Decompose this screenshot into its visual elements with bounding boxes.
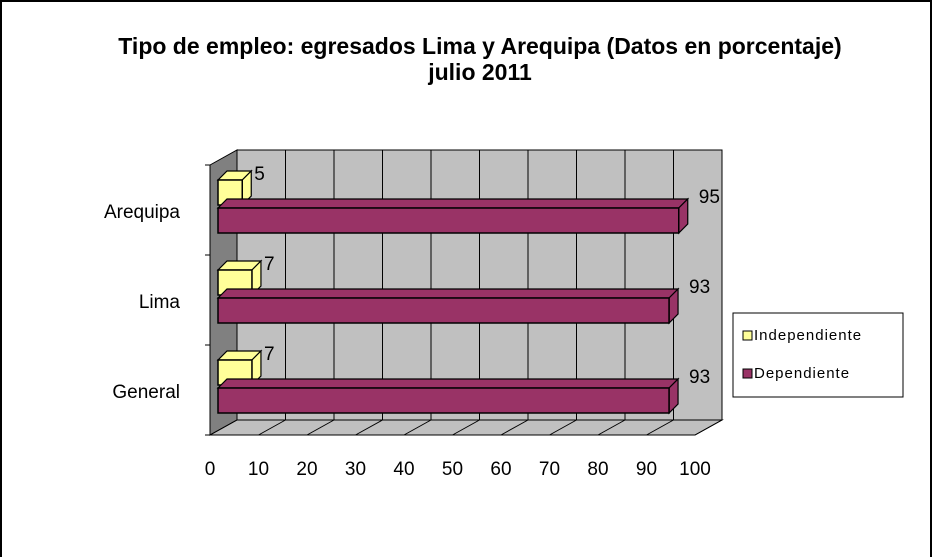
value-label: 95 xyxy=(699,187,720,208)
floor-grid-line xyxy=(597,419,626,436)
legend-label: Dependiente xyxy=(754,365,850,382)
value-label: 93 xyxy=(689,367,710,388)
value-label: 93 xyxy=(689,277,710,298)
value-label: 7 xyxy=(264,254,275,275)
x-tick-label: 70 xyxy=(539,459,560,480)
bar xyxy=(217,387,670,414)
floor-grid-line xyxy=(258,419,286,436)
floor-grid-line xyxy=(549,419,577,436)
legend-swatch xyxy=(742,330,753,341)
floor-grid-line xyxy=(694,419,723,436)
bar-top xyxy=(216,378,680,389)
bar-top xyxy=(216,198,690,209)
x-tick-label: 80 xyxy=(587,459,608,480)
y-tick-label: General xyxy=(112,382,180,403)
y-tick-label: Lima xyxy=(139,292,181,313)
legend-swatch xyxy=(742,368,753,379)
bar xyxy=(217,297,670,324)
chart-title: Tipo de empleo: egresados Lima y Arequip… xyxy=(118,33,842,59)
floor-grid-line xyxy=(209,419,238,436)
floor-grid-line xyxy=(355,419,383,436)
floor-grid-line xyxy=(306,419,335,436)
chart-subtitle: julio 2011 xyxy=(428,59,532,85)
x-tick-label: 20 xyxy=(296,459,317,480)
x-tick-label: 30 xyxy=(345,459,366,480)
floor-grid-line xyxy=(646,419,674,436)
floor-grid-line xyxy=(403,419,432,436)
x-tick-label: 100 xyxy=(679,459,711,480)
value-label: 7 xyxy=(264,344,275,365)
chart-title-block: Tipo de empleo: egresados Lima y Arequip… xyxy=(100,33,860,85)
x-tick-label: 0 xyxy=(205,459,216,480)
floor-grid-line xyxy=(452,419,480,436)
x-tick-label: 40 xyxy=(393,459,414,480)
legend-label: Independiente xyxy=(754,327,862,344)
legend-box xyxy=(732,312,904,398)
bar-top xyxy=(216,288,680,299)
bar xyxy=(217,207,680,234)
y-tick-label: Arequipa xyxy=(104,202,180,223)
floor-grid-line xyxy=(500,419,529,436)
x-tick-label: 90 xyxy=(636,459,657,480)
x-tick-label: 60 xyxy=(490,459,511,480)
x-tick-label: 10 xyxy=(248,459,269,480)
value-label: 5 xyxy=(254,164,265,185)
x-tick-label: 50 xyxy=(442,459,463,480)
